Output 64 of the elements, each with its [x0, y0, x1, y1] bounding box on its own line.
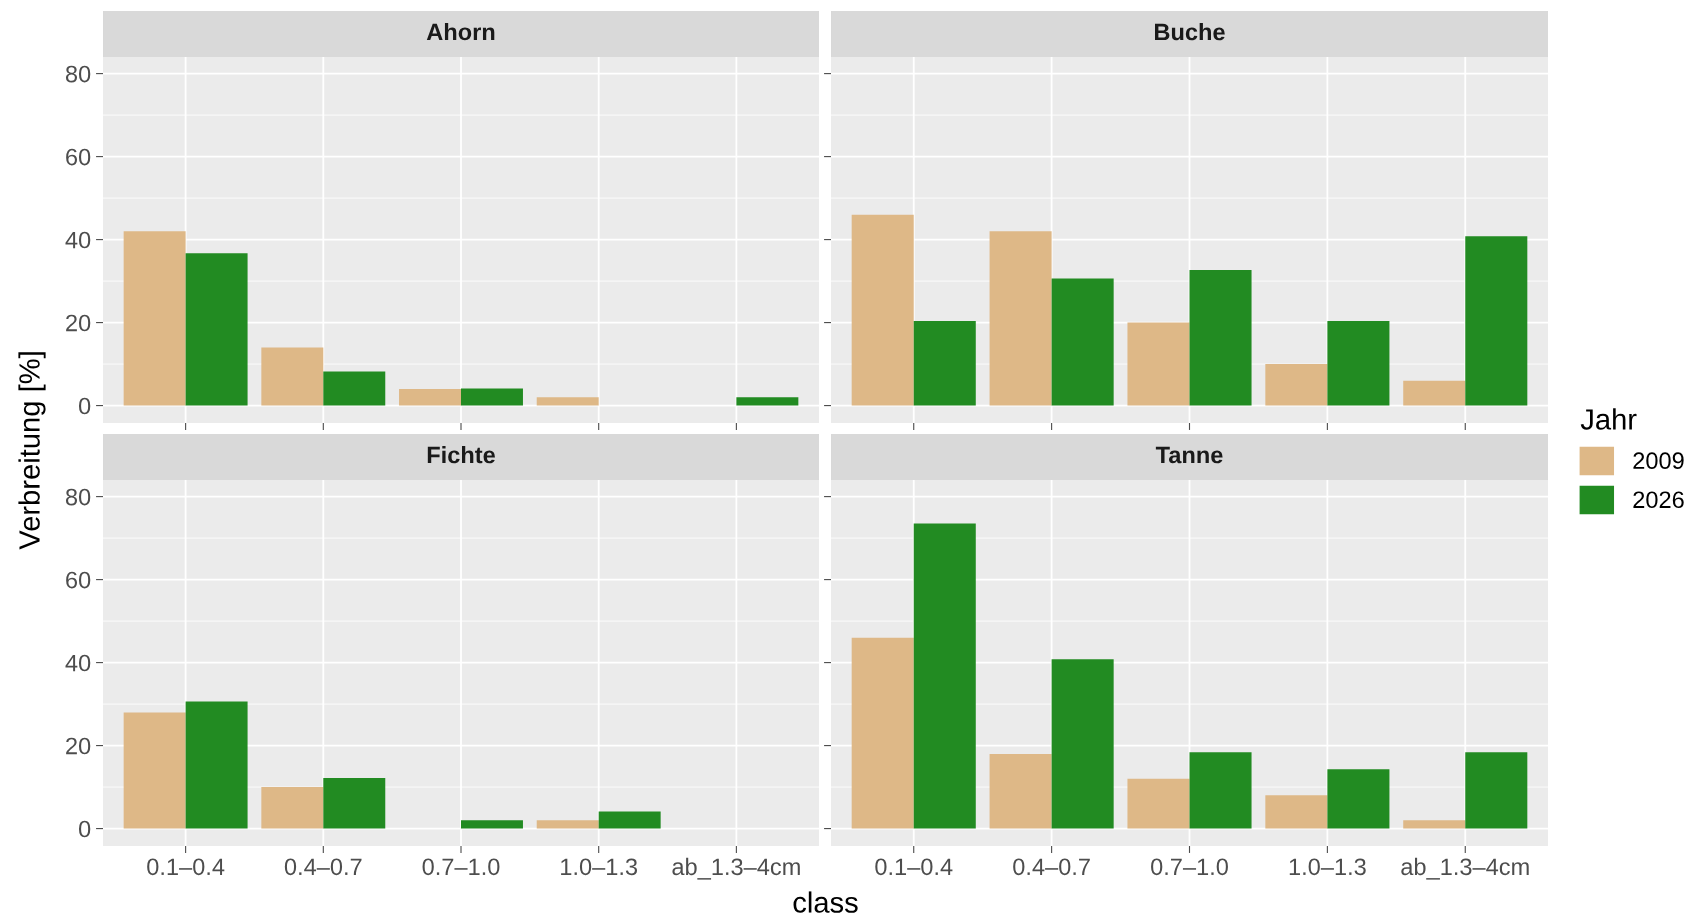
bar	[1327, 769, 1390, 829]
legend-label: 2026	[1633, 491, 1684, 509]
x-tick-label: ab_1.3–4cm	[672, 857, 800, 880]
x-tick-label: 0.4–0.7	[284, 858, 362, 876]
y-tick-label: 40	[65, 654, 91, 672]
bar	[185, 701, 248, 829]
y-tick-label: 80	[65, 488, 91, 506]
bar	[185, 253, 248, 406]
bar	[536, 820, 599, 829]
y-tick-label: 20	[66, 314, 91, 332]
bar	[913, 523, 976, 829]
legend-title: Jahr	[1580, 408, 1637, 430]
y-tick-label: 0	[78, 820, 91, 838]
bar	[461, 388, 523, 406]
bar	[1465, 752, 1528, 829]
y-tick-label: 80	[65, 65, 91, 83]
y-tick-label: 0	[78, 397, 91, 415]
chart-title: Ahorn	[426, 23, 495, 41]
x-tick-label: 1.0–1.3	[561, 858, 638, 876]
bar	[1265, 795, 1328, 829]
bar	[123, 712, 186, 829]
x-tick-label: 0.7–1.0	[1151, 858, 1228, 876]
y-tick-label: 60	[66, 571, 91, 589]
y-tick-label: 20	[66, 737, 91, 755]
bar	[536, 397, 599, 406]
bar	[1189, 269, 1252, 406]
bar	[989, 231, 1052, 406]
y-tick-label: 40	[65, 231, 91, 249]
chart-title: Fichte	[427, 445, 495, 464]
legend-label: 2009	[1633, 452, 1684, 470]
x-tick-label: 0.1–0.4	[875, 858, 953, 876]
bar	[1051, 659, 1114, 829]
bar	[323, 777, 386, 829]
x-tick-label: 0.4–0.7	[1013, 858, 1090, 876]
bar	[989, 753, 1052, 829]
bar	[1127, 322, 1190, 406]
bar	[399, 388, 461, 406]
bar	[1327, 320, 1390, 406]
bar	[913, 320, 976, 406]
bar	[1465, 236, 1528, 406]
x-tick-label: 0.7–1.0	[422, 858, 500, 876]
bar	[598, 811, 661, 829]
x-tick-label: 1.0–1.3	[1289, 858, 1366, 876]
x-axis-title: class	[793, 891, 858, 913]
chart-title: Buche	[1155, 23, 1225, 41]
bar	[123, 231, 186, 406]
bar	[736, 397, 799, 406]
bar	[1051, 278, 1114, 406]
bar	[1403, 380, 1466, 406]
bar	[1189, 752, 1252, 829]
y-tick-label: 60	[66, 148, 91, 166]
bar	[323, 371, 386, 406]
bar	[461, 820, 523, 829]
bar	[851, 214, 914, 406]
bar	[261, 787, 324, 829]
bar	[261, 347, 324, 406]
x-tick-label: ab_1.3–4cm	[1401, 857, 1529, 880]
bar	[1265, 364, 1328, 406]
y-axis-title: Verbreitung [%]	[18, 352, 46, 550]
bar	[1127, 778, 1190, 829]
x-tick-label: 0.1–0.4	[147, 858, 225, 876]
bar	[1403, 820, 1466, 829]
bar	[851, 637, 914, 829]
chart-title: Tanne	[1155, 446, 1223, 464]
